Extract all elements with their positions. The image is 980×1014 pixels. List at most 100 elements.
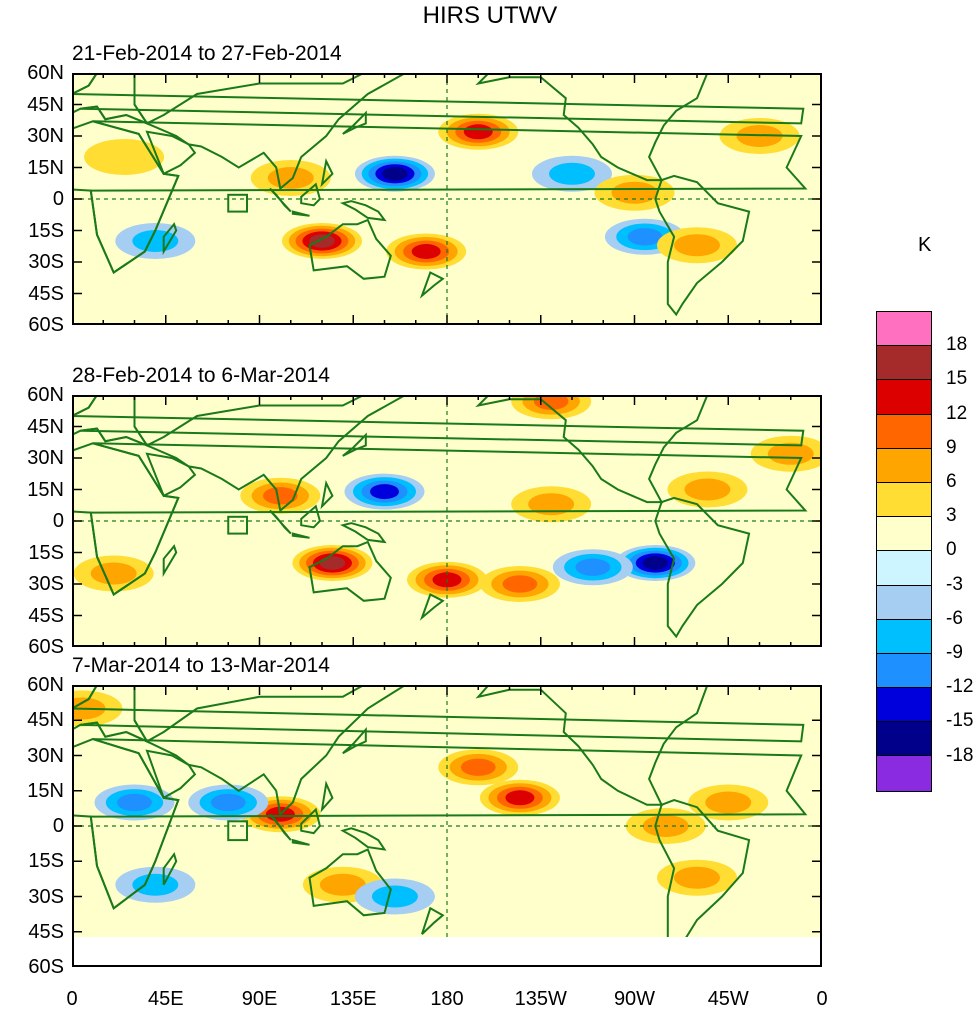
colorbar-tick-label: -6 [946, 607, 963, 629]
anomaly-center [511, 486, 592, 523]
colorbar-swatch [877, 448, 931, 483]
anomaly-contour [528, 493, 575, 516]
island-outline [227, 193, 248, 213]
coastline [144, 73, 408, 191]
island-outline [227, 820, 248, 842]
coastline [475, 685, 709, 806]
anomaly-center [615, 545, 696, 581]
anomaly-contour [463, 124, 493, 140]
island-outline [227, 515, 248, 535]
anomaly-contour [319, 873, 366, 896]
lat-label: 60N [27, 62, 64, 84]
lat-label: 45S [28, 282, 64, 305]
coastline [72, 395, 150, 448]
anomaly-center [282, 223, 362, 259]
lat-label: 30S [28, 573, 64, 595]
figure-title: HIRS UTWV [422, 2, 558, 29]
panel-1-anomaly-field [72, 73, 822, 325]
panel-3-map [72, 685, 822, 937]
anomaly-contour [84, 139, 165, 175]
anomaly-contour [117, 793, 152, 812]
lat-label: 60S [28, 956, 64, 978]
coastline [144, 395, 408, 513]
colorbar-tick-label: -15 [946, 710, 974, 732]
coastline [145, 452, 197, 498]
lon-label-45w: 45W [707, 988, 749, 1010]
anomaly-contour [460, 758, 496, 776]
coastline [269, 187, 292, 213]
lon-label-45e: 45E [147, 988, 184, 1010]
anomaly-center [594, 174, 675, 211]
colorbar-tick-label: -3 [946, 573, 963, 595]
coastline [308, 848, 392, 917]
colorbar-tick-label: 18 [946, 334, 968, 356]
coastline [475, 395, 709, 504]
coastline [144, 685, 408, 817]
colorbar-tick-label: 3 [946, 505, 957, 527]
anomaly-contour [132, 230, 179, 252]
colorbar-swatch [877, 722, 931, 757]
anomaly-contour [319, 556, 346, 570]
anomaly-center [479, 566, 560, 602]
colorbar-swatch [877, 414, 931, 449]
colorbar-swatch [877, 517, 931, 552]
anomaly-contour [370, 484, 399, 500]
lon-label-180: 180 [430, 988, 464, 1010]
colorbar-swatch [877, 551, 931, 586]
coastline [320, 480, 334, 510]
anomaly-contour [210, 793, 246, 812]
lon-label-135w: 135W [514, 988, 567, 1010]
coastline [342, 726, 367, 755]
anomaly-center [94, 784, 175, 821]
coastline [72, 738, 180, 910]
colorbar-tick-label: 0 [946, 539, 957, 561]
panel-2-anomaly-field [72, 395, 822, 647]
coastline [654, 799, 751, 937]
lat-label: 60S [28, 314, 64, 336]
anomaly-contour [642, 556, 669, 570]
lon-label-0-end: 0 [816, 988, 828, 1010]
colorbar-tick-label: 15 [946, 368, 968, 390]
coastline [72, 120, 180, 274]
coastline [300, 182, 322, 207]
coastline [162, 851, 178, 886]
colorbar-swatch [877, 346, 931, 381]
panel-2-map [72, 395, 822, 647]
lat-label: 30N [27, 125, 64, 147]
anomaly-contour [382, 167, 408, 181]
lat-label: 15N [27, 779, 64, 802]
panel-1-map [72, 73, 822, 325]
anomaly-contour [371, 885, 418, 908]
colorbar-swatch [877, 688, 931, 723]
anomaly-contour [674, 866, 720, 889]
anomaly-center [84, 139, 165, 175]
anomaly-contour [263, 487, 298, 505]
anomaly-center [250, 160, 331, 196]
anomaly-contour [132, 873, 179, 896]
anomaly-contour [309, 234, 335, 248]
anomaly-center [552, 549, 633, 586]
coastline [339, 200, 387, 222]
coastline [291, 210, 310, 217]
lat-label: 60N [27, 384, 64, 406]
colorbar-swatch [877, 312, 931, 347]
coastline [342, 110, 367, 135]
coastline [162, 544, 178, 578]
coastline [342, 432, 367, 457]
coastline [72, 442, 180, 596]
anomaly-center [240, 477, 321, 514]
anomaly-center [479, 779, 560, 816]
coastline [308, 218, 392, 280]
lat-label: 45S [28, 604, 64, 627]
coastline [340, 827, 387, 851]
colorbar-tick-label: -9 [946, 642, 963, 663]
anomaly-contour [627, 228, 663, 246]
anomaly-contour [684, 478, 731, 501]
coastline [320, 780, 334, 813]
lat-label: 45N [27, 709, 64, 732]
anomaly-contour [705, 791, 752, 814]
panel-3-anomaly-field [72, 685, 822, 937]
coastline [419, 593, 445, 621]
lat-label: 30N [27, 744, 64, 767]
anomaly-contour [502, 575, 538, 593]
